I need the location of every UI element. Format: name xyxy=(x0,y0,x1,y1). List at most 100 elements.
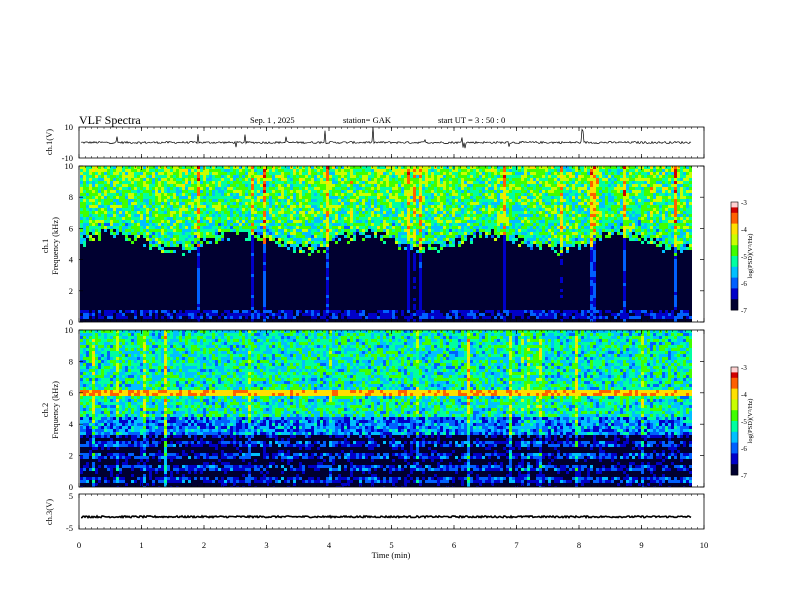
spectrogram-cell xyxy=(350,295,353,298)
spectrogram-cell xyxy=(134,205,137,208)
spectrogram-cell xyxy=(113,235,116,238)
spectrogram-cell xyxy=(200,280,203,283)
spectrogram-cell xyxy=(95,262,98,265)
spectrogram-cell xyxy=(161,280,164,283)
spectrogram-cell xyxy=(185,232,188,235)
spectrogram-cell xyxy=(332,313,335,316)
spectrogram-cell xyxy=(164,244,167,247)
spectrogram-cell xyxy=(113,295,116,298)
spectrogram-cell xyxy=(272,208,275,211)
spectrogram-cell xyxy=(275,190,278,193)
spectrogram-cell xyxy=(104,295,107,298)
spectrogram-cell xyxy=(152,229,155,232)
spectrogram-cell xyxy=(83,199,86,202)
spectrogram-cell xyxy=(146,232,149,235)
spectrogram-cell xyxy=(215,298,218,301)
spectrogram-cell xyxy=(272,238,275,241)
spectrogram-cell xyxy=(125,175,128,178)
spectrogram-cell xyxy=(89,274,92,277)
spectrogram-cell xyxy=(236,247,239,250)
spectrogram-cell xyxy=(275,274,278,277)
spectrogram-cell xyxy=(272,274,275,277)
spectrogram-cell xyxy=(299,313,302,316)
spectrogram-cell xyxy=(257,298,260,301)
spectrogram-cell xyxy=(140,268,143,271)
spectrogram-cell xyxy=(149,250,152,253)
spectrogram-cell xyxy=(296,184,299,187)
spectrogram-cell xyxy=(209,268,212,271)
spectrogram-cell xyxy=(200,187,203,190)
spectrogram-cell xyxy=(203,250,206,253)
spectrogram-cell xyxy=(278,175,281,178)
spectrogram-cell xyxy=(281,226,284,229)
spectrogram-cell xyxy=(191,268,194,271)
spectrogram-cell xyxy=(212,202,215,205)
spectrogram-cell xyxy=(98,262,101,265)
spectrogram-cell xyxy=(170,262,173,265)
ch1-waveform-ylabel: ch.1(V) xyxy=(44,129,54,155)
spectrogram-cell xyxy=(167,226,170,229)
spectrogram-cell xyxy=(182,181,185,184)
spectrogram-cell xyxy=(278,253,281,256)
spectrogram-cell xyxy=(122,271,125,274)
spectrogram-cell xyxy=(104,283,107,286)
spectrogram-cell xyxy=(308,232,311,235)
spectrogram-cell xyxy=(116,235,119,238)
spectrogram-cell xyxy=(287,304,290,307)
spectrogram-cell xyxy=(191,196,194,199)
spectrogram-cell xyxy=(245,280,248,283)
spectrogram-cell xyxy=(314,289,317,292)
spectrogram-cell xyxy=(185,289,188,292)
spectrogram-cell xyxy=(257,307,260,310)
spectrogram-cell xyxy=(332,166,335,169)
spectrogram-cell xyxy=(191,211,194,214)
spectrogram-cell xyxy=(233,205,236,208)
spectrogram-cell xyxy=(209,286,212,289)
spectrogram-cell xyxy=(143,199,146,202)
spectrogram-cell xyxy=(191,265,194,268)
spectrogram-cell xyxy=(191,262,194,265)
spectrogram-cell xyxy=(329,187,332,190)
spectrogram-cell xyxy=(140,295,143,298)
spectrogram-cell xyxy=(254,241,257,244)
spectrogram-cell xyxy=(161,214,164,217)
spectrogram-cell xyxy=(293,166,296,169)
spectrogram-cell xyxy=(113,190,116,193)
spectrogram-cell xyxy=(266,244,269,247)
spectrogram-cell xyxy=(194,313,197,316)
spectrogram-cell xyxy=(251,175,254,178)
spectrogram-cell xyxy=(326,244,329,247)
spectrogram-cell xyxy=(170,292,173,295)
spectrogram-cell xyxy=(320,304,323,307)
spectrogram-cell xyxy=(185,205,188,208)
spectrogram-cell xyxy=(113,301,116,304)
spectrogram-cell xyxy=(365,280,368,283)
spectrogram-cell xyxy=(272,187,275,190)
spectrogram-cell xyxy=(152,292,155,295)
spectrogram-cell xyxy=(338,316,341,319)
spectrogram-cell xyxy=(281,253,284,256)
spectrogram-cell xyxy=(350,280,353,283)
spectrogram-cell xyxy=(263,250,266,253)
spectrogram-cell xyxy=(218,250,221,253)
spectrogram-cell xyxy=(248,172,251,175)
spectrogram-cell xyxy=(119,298,122,301)
spectrogram-cell xyxy=(131,223,134,226)
spectrogram-cell xyxy=(365,199,368,202)
spectrogram-cell xyxy=(326,205,329,208)
spectrogram-cell xyxy=(326,211,329,214)
spectrogram-cell xyxy=(221,271,224,274)
spectrogram-cell xyxy=(167,193,170,196)
spectrogram-cell xyxy=(347,268,350,271)
spectrogram-cell xyxy=(83,184,86,187)
spectrogram-cell xyxy=(200,295,203,298)
spectrogram-cell xyxy=(236,265,239,268)
spectrogram-cell xyxy=(98,250,101,253)
spectrogram-cell xyxy=(149,193,152,196)
spectrogram-cell xyxy=(269,298,272,301)
spectrogram-cell xyxy=(317,277,320,280)
spectrogram-cell xyxy=(122,298,125,301)
spectrogram-cell xyxy=(146,187,149,190)
spectrogram-cell xyxy=(287,193,290,196)
spectrogram-cell xyxy=(83,304,86,307)
